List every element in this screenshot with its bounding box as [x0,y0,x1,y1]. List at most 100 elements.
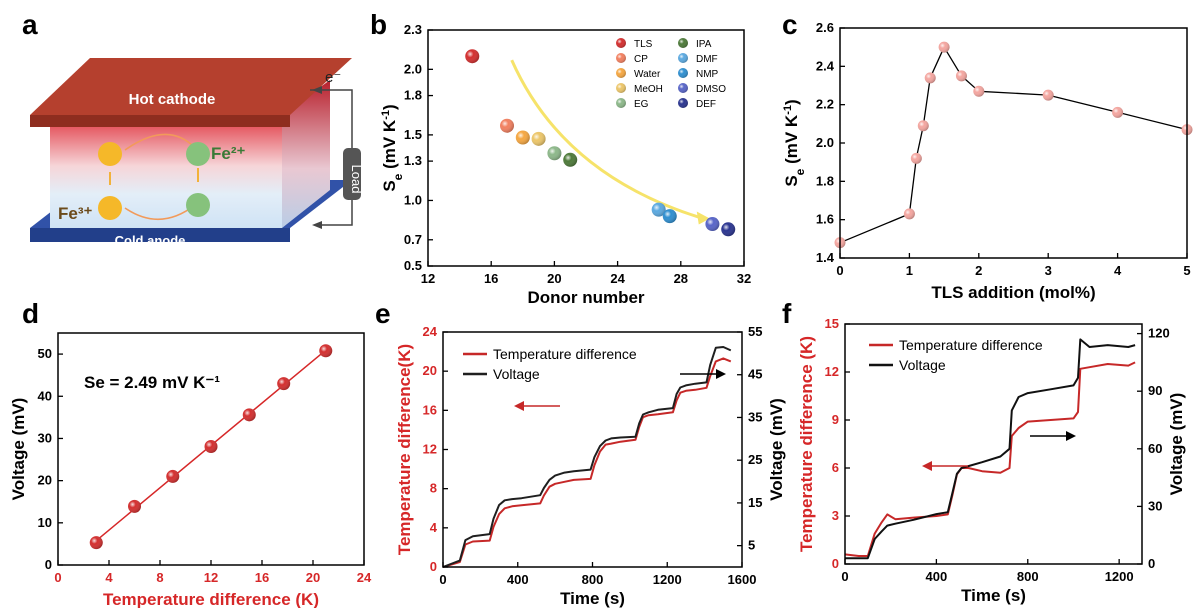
legend-label-eg: EG [634,99,649,110]
hot-cathode-plate [30,58,352,115]
chart-f-right-ytick-label: 60 [1148,441,1162,456]
chart-d-point-shine [89,536,103,550]
chart-f-right-ytick-label: 0 [1148,556,1155,571]
chart-d-xtick-label: 16 [255,570,269,585]
legend-marker-dmso-shine [678,83,688,93]
trend-arrow-head [696,211,710,225]
wire-bottom [315,200,353,226]
chart-f: 0 400 800 1200 0 3 6 9 12 15 0 30 60 90 120 Time (s) Tem… [797,316,1186,605]
chart-b-ytick-label: 2.0 [404,61,422,76]
chart-e-left-ytick-label: 12 [423,442,437,457]
chart-f-arrow-left-head [922,461,932,471]
chart-f-right-ytick-label: 30 [1148,498,1162,513]
legend-label-dmso: DMSO [696,84,726,95]
legend-label-dmf: DMF [696,54,718,65]
chart-d-xtick-label: 20 [306,570,320,585]
chart-c-ytick-label: 2.4 [816,58,835,73]
chart-c-xtick-label: 3 [1045,263,1052,278]
chart-c-xtick-label: 5 [1183,263,1190,278]
chart-e-series-voltage [442,346,732,568]
point-tls-shine [465,49,480,64]
chart-c-xtick-label: 4 [1114,263,1122,278]
chart-f-series-temperature [844,361,1136,557]
chart-b-frame [427,29,745,267]
chart-f-left-ytick-label: 9 [832,412,839,427]
point-meoh-shine [531,131,546,146]
chart-b-xtick-label: 12 [421,271,435,286]
legend-marker-meoh-shine [616,83,626,93]
legend-label-tls: TLS [634,39,653,50]
chart-f-frame [844,323,1143,565]
chart-f-right-ytick-label: 90 [1148,383,1162,398]
chart-c: 0 1 2 3 4 5 1.4 1.6 1.8 2.0 2.2 2.4 2.6 TLS addition … [782,20,1193,302]
chart-b: 12 16 20 24 28 32 0.5 0.7 1.0 1.3 1.5 1.8 2.0 2.3 Dono… [380,22,751,307]
chart-c-ytick-label: 2.2 [816,97,834,112]
chart-f-right-ytick-label: 120 [1148,326,1170,341]
chart-d-xtick-label: 4 [105,570,113,585]
cycle-arrow-top [124,133,196,151]
chart-d-point-shine [128,499,141,513]
cold-anode-plate-edge [30,228,290,242]
chart-c-frame [839,27,1188,259]
chart-b-xtick-label: 24 [610,271,625,286]
point-eg-shine [547,146,562,161]
legend-label-ipa: IPA [696,39,712,50]
point-cp-shine [500,118,514,133]
chart-e-series-temperature [442,357,732,568]
chart-f-xtick-label: 1200 [1105,569,1134,584]
panel-label-a: a [22,9,38,40]
point-ipa-shine [563,152,578,167]
chart-e-ylabel-right: Voltage (mV) [767,398,786,501]
chart-d-ytick-label: 40 [38,388,52,403]
legend-marker-def-shine [678,98,688,108]
chart-e-right-ytick-label: 45 [748,367,762,382]
chart-e-left-ytick-label: 0 [430,559,437,574]
chart-d-point-shine [204,439,218,453]
chart-f-left-ytick-label: 12 [825,364,839,379]
fe2-ion-ball [186,142,210,166]
chart-b-xtick-label: 28 [674,271,688,286]
chart-e-left-ytick-label: 24 [423,324,438,339]
schematic-thermocell: Hot cathode Cold anode Fe²⁺ Fe³⁺ Load e⁻ [30,58,364,248]
electron-label: e⁻ [325,69,341,86]
chart-c-ytick-label: 2.0 [816,135,834,150]
chart-d-ytick-label: 50 [38,346,52,361]
chart-c-ylabel: Se (mV K-1) [782,99,807,186]
point-def-shine [721,222,736,237]
chart-e-ylabel-left: Temperature difference(K) [395,344,414,555]
point-nmp-shine [662,209,677,224]
chart-f-left-ytick-label: 15 [825,316,839,331]
chart-f-left-ytick-label: 6 [832,460,839,475]
chart-d-xtick-label: 0 [54,570,61,585]
chart-e-xtick-label: 800 [582,572,604,587]
chart-b-xtick-label: 16 [484,271,498,286]
chart-b-ytick-label: 1.3 [404,153,422,168]
chart-c-ytick-label: 2.6 [816,20,834,35]
panel-label-d: d [22,298,39,329]
chart-d-xtick-label: 8 [156,570,163,585]
chart-c-xlabel: TLS addition (mol%) [931,283,1095,302]
chart-d-ytick-label: 0 [45,557,52,572]
legend-marker-nmp-shine [678,68,688,78]
hot-cathode-label: Hot cathode [129,91,216,108]
chart-f-xlabel: Time (s) [961,586,1026,605]
chart-e-right-ytick-label: 5 [748,538,755,553]
panel-label-e: e [375,298,391,329]
legend-marker-cp-shine [616,53,626,63]
load-label: Load [349,165,364,194]
fe3-ion-ball [98,196,122,220]
electron-flow-arrow [312,86,322,94]
chart-c-ytick-label: 1.4 [816,250,835,265]
chart-e-xtick-label: 1600 [728,572,757,587]
hot-cathode-plate-edge [30,115,290,127]
chart-f-xtick-label: 800 [1017,569,1039,584]
chart-e-xtick-label: 1200 [653,572,682,587]
chart-d-ytick-label: 20 [38,473,52,488]
chart-b-ytick-label: 1.0 [404,192,422,207]
chart-d-point-shine [319,344,333,358]
point-dmf-shine [651,202,666,217]
chart-b-ytick-label: 0.5 [404,258,422,273]
chart-e-right-ytick-label: 25 [748,452,762,467]
chart-f-ylabel-right: Voltage (mV) [1167,393,1186,496]
chart-d-point-shine [242,408,256,422]
